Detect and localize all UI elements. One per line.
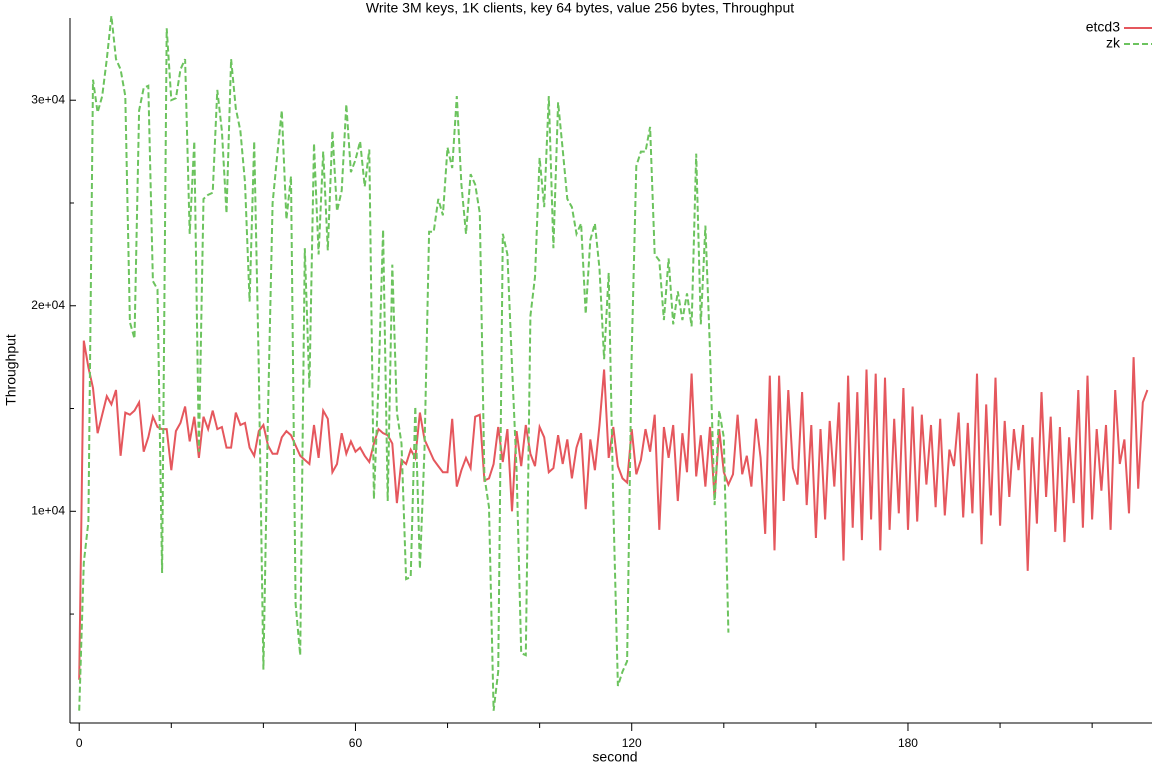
y-tick-label: 1e+04	[31, 503, 65, 517]
x-tick-label: 180	[898, 736, 918, 750]
y-axis-label: Throughput	[3, 334, 19, 406]
series-line	[78, 15, 730, 711]
series-line	[78, 340, 1149, 680]
y-tick-label: 2e+04	[31, 298, 65, 312]
chart-title: Write 3M keys, 1K clients, key 64 bytes,…	[366, 0, 794, 16]
x-tick-label: 120	[622, 736, 642, 750]
x-axis-label: second	[592, 749, 637, 765]
y-tick-label: 3e+04	[31, 92, 65, 106]
x-tick-label: 60	[349, 736, 363, 750]
legend-label: zk	[1106, 35, 1121, 51]
legend-label: etcd3	[1086, 19, 1120, 35]
x-tick-label: 0	[76, 736, 83, 750]
